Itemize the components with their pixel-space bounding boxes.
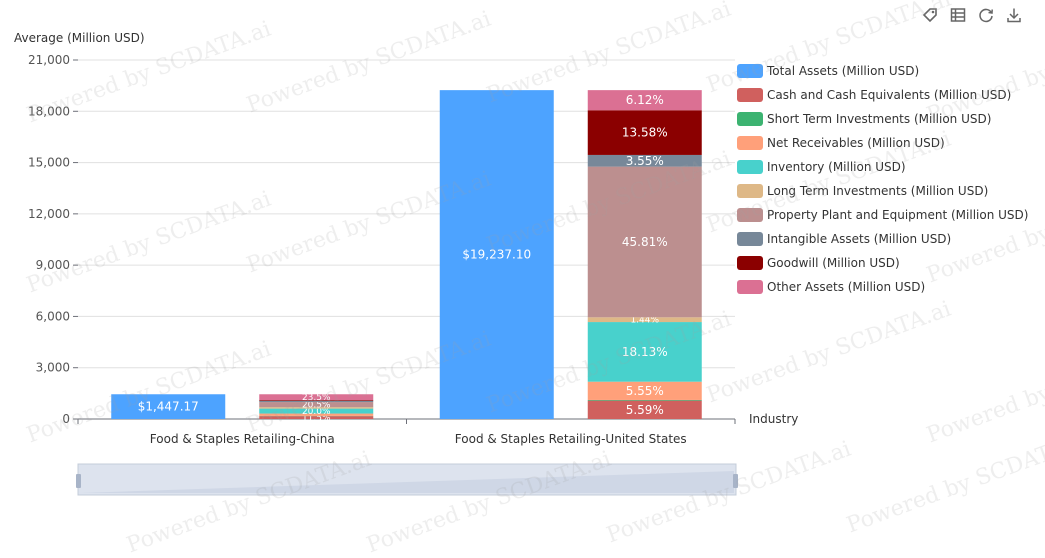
data-label: 23.5% [302,393,331,403]
data-label: 5.59% [626,403,664,417]
chart-toolbar [921,6,1023,24]
legend-swatch [737,112,763,126]
zoom-handle-right[interactable] [733,474,738,488]
y-axis-label: Average (Million USD) [14,31,145,45]
legend-swatch [737,256,763,270]
zoom-handle-left[interactable] [76,474,81,488]
data-label: 5.55% [626,384,664,398]
legend-swatch [737,232,763,246]
y-tick-label: 21,000 [28,53,70,67]
legend-label: Long Term Investments (Million USD) [767,184,988,198]
chart: 0 3,000 6,000 9,000 12,000 15,000 18,000 21,000… [0,0,1045,516]
legend-swatch [737,64,763,78]
data-label: 13.58% [622,126,668,140]
legend-swatch [737,280,763,294]
legend-label: Net Receivables (Million USD) [767,136,945,150]
y-tick-label: 3,000 [36,361,70,375]
y-tick-label: 0 [62,412,70,426]
legend-label: Inventory (Million USD) [767,160,906,174]
y-tick-label: 6,000 [36,309,70,323]
legend-label: Short Term Investments (Million USD) [767,112,991,126]
x-tick-label: Food & Staples Retailing-United States [455,432,687,446]
y-tick-label: 12,000 [28,207,70,221]
legend-label: Property Plant and Equipment (Million US… [767,208,1028,222]
tag-icon[interactable] [921,6,939,24]
y-tick-label: 18,000 [28,104,70,118]
legend-swatch [737,208,763,222]
legend-swatch [737,88,763,102]
legend-label: Goodwill (Million USD) [767,256,900,270]
legend-label: Total Assets (Million USD) [766,64,919,78]
data-label: $1,447.17 [138,400,199,414]
data-label: 18.13% [622,345,668,359]
data-label: 6.12% [626,93,664,107]
x-axis-label: Industry [749,412,798,426]
download-icon[interactable] [1005,6,1023,24]
legend-label: Other Assets (Million USD) [767,280,925,294]
legend-swatch [737,184,763,198]
legend-label: Cash and Cash Equivalents (Million USD) [767,88,1011,102]
x-tick-label: Food & Staples Retailing-China [150,432,335,446]
legend-swatch [737,136,763,150]
data-label: 3.55% [626,154,664,168]
data-label: $19,237.10 [462,248,531,262]
chart-svg: 0 3,000 6,000 9,000 12,000 15,000 18,000 21,000… [0,0,1045,516]
data-label: 45.81% [622,235,668,249]
y-tick-label: 9,000 [36,258,70,272]
y-tick-label: 15,000 [28,156,70,170]
legend-label: Intangible Assets (Million USD) [767,232,951,246]
data-view-icon[interactable] [949,6,967,24]
refresh-icon[interactable] [977,6,995,24]
legend-swatch [737,160,763,174]
bar-segment [588,400,702,401]
